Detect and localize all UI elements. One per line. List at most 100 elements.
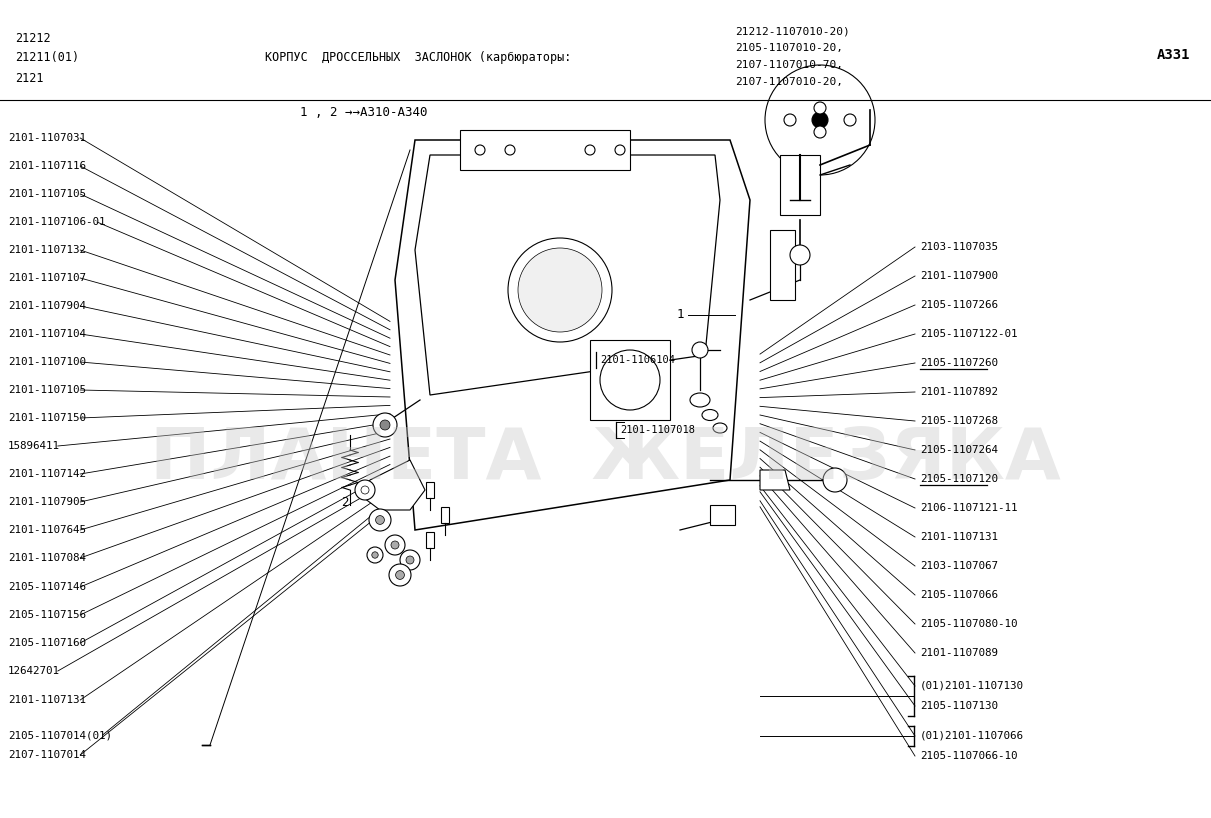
Ellipse shape xyxy=(713,423,727,433)
Circle shape xyxy=(507,238,612,342)
Circle shape xyxy=(373,413,397,437)
Text: 2101-1107105: 2101-1107105 xyxy=(8,385,86,395)
Text: 2101-1107131: 2101-1107131 xyxy=(8,695,86,705)
Circle shape xyxy=(814,102,826,114)
Text: 2101-1107100: 2101-1107100 xyxy=(8,357,86,367)
Text: 2105-1107266: 2105-1107266 xyxy=(920,300,998,310)
Text: 2101-1107645: 2101-1107645 xyxy=(8,525,86,535)
Text: 2101-1107116: 2101-1107116 xyxy=(8,161,86,171)
Text: 21212-1107010-20): 21212-1107010-20) xyxy=(735,26,850,36)
Circle shape xyxy=(396,571,404,579)
Circle shape xyxy=(367,547,383,563)
Text: 2103-1107067: 2103-1107067 xyxy=(920,561,998,571)
Text: 2101-1107106-01: 2101-1107106-01 xyxy=(8,217,105,227)
Text: A331: A331 xyxy=(1157,48,1190,62)
Circle shape xyxy=(400,550,420,570)
Circle shape xyxy=(615,145,625,155)
Polygon shape xyxy=(395,140,750,530)
Text: 2105-1107268: 2105-1107268 xyxy=(920,416,998,426)
Text: (01)2101-1107066: (01)2101-1107066 xyxy=(920,731,1025,741)
Circle shape xyxy=(375,515,384,524)
Circle shape xyxy=(599,350,660,410)
Circle shape xyxy=(380,420,390,430)
Text: 1: 1 xyxy=(676,308,684,321)
Text: 2101-1107089: 2101-1107089 xyxy=(920,648,998,658)
Text: 2101-1107018: 2101-1107018 xyxy=(620,425,695,435)
Text: 2105-1107120: 2105-1107120 xyxy=(920,474,998,484)
Ellipse shape xyxy=(690,393,710,407)
Circle shape xyxy=(784,114,796,126)
Bar xyxy=(426,532,434,548)
Text: 2107-1107010-20,: 2107-1107010-20, xyxy=(735,77,843,87)
Circle shape xyxy=(406,556,414,564)
Bar xyxy=(780,155,820,215)
Ellipse shape xyxy=(702,410,718,420)
Text: 21212: 21212 xyxy=(15,32,51,44)
Text: 2101-1107131: 2101-1107131 xyxy=(920,532,998,542)
Circle shape xyxy=(518,248,602,332)
Text: 2101-1107104: 2101-1107104 xyxy=(8,329,86,339)
Text: 2107-1107014: 2107-1107014 xyxy=(8,750,86,760)
Circle shape xyxy=(389,564,411,586)
Text: ПЛАНЕТА  ЖЕЛЕЗЯКА: ПЛАНЕТА ЖЕЛЕЗЯКА xyxy=(150,425,1061,493)
Text: 2: 2 xyxy=(342,497,349,510)
Text: 2101-1107904: 2101-1107904 xyxy=(8,301,86,311)
Text: 2101-1107142: 2101-1107142 xyxy=(8,469,86,479)
Text: 2105-1107156: 2105-1107156 xyxy=(8,610,86,620)
Text: 21211(01): 21211(01) xyxy=(15,52,79,65)
Polygon shape xyxy=(761,470,790,490)
Text: 2121: 2121 xyxy=(15,71,44,84)
Text: 2105-1107080-10: 2105-1107080-10 xyxy=(920,619,1017,629)
Circle shape xyxy=(765,65,876,175)
Bar xyxy=(770,230,794,300)
Text: (01)2101-1107130: (01)2101-1107130 xyxy=(920,681,1025,691)
Bar xyxy=(590,340,670,420)
Circle shape xyxy=(691,342,708,358)
Bar xyxy=(426,482,434,498)
Text: 2101-1107031: 2101-1107031 xyxy=(8,133,86,143)
Text: 2101-1106104: 2101-1106104 xyxy=(599,355,675,365)
Circle shape xyxy=(369,509,391,531)
Bar xyxy=(441,507,449,523)
Text: 1 , 2 →→A310-A340: 1 , 2 →→A310-A340 xyxy=(300,106,427,119)
Bar xyxy=(710,505,735,525)
Text: 2105-1107160: 2105-1107160 xyxy=(8,638,86,648)
Polygon shape xyxy=(415,155,721,395)
Text: 2105-1107014(01): 2105-1107014(01) xyxy=(8,730,111,740)
Circle shape xyxy=(355,480,375,500)
Circle shape xyxy=(475,145,484,155)
Text: 2101-1107107: 2101-1107107 xyxy=(8,273,86,283)
Text: 2107-1107010-70,: 2107-1107010-70, xyxy=(735,60,843,70)
Text: КОРПУС  ДРОССЕЛЬНЫХ  ЗАСЛОНОК (карбюраторы:: КОРПУС ДРОССЕЛЬНЫХ ЗАСЛОНОК (карбюраторы… xyxy=(265,52,572,65)
Text: 2105-1107122-01: 2105-1107122-01 xyxy=(920,329,1017,339)
Text: 2106-1107121-11: 2106-1107121-11 xyxy=(920,503,1017,513)
Text: 2105-1107066-10: 2105-1107066-10 xyxy=(920,751,1017,761)
Circle shape xyxy=(391,541,398,549)
Circle shape xyxy=(790,245,810,265)
Circle shape xyxy=(844,114,856,126)
Text: 2101-1107105: 2101-1107105 xyxy=(8,189,86,199)
Text: 2105-1107146: 2105-1107146 xyxy=(8,582,86,592)
Polygon shape xyxy=(360,460,425,510)
Text: 2101-1107150: 2101-1107150 xyxy=(8,413,86,423)
Text: 2103-1107035: 2103-1107035 xyxy=(920,242,998,252)
Circle shape xyxy=(823,468,846,492)
Text: 2101-1107132: 2101-1107132 xyxy=(8,245,86,255)
Text: 2105-1107010-20,: 2105-1107010-20, xyxy=(735,43,843,53)
Circle shape xyxy=(505,145,515,155)
Text: 12642701: 12642701 xyxy=(8,666,61,676)
Circle shape xyxy=(385,535,404,555)
Text: 2105-1107130: 2105-1107130 xyxy=(920,701,998,711)
Circle shape xyxy=(814,126,826,138)
Circle shape xyxy=(361,486,369,494)
Circle shape xyxy=(813,112,828,128)
Text: 2101-1107900: 2101-1107900 xyxy=(920,271,998,281)
Bar xyxy=(460,130,630,170)
Text: 2105-1107260: 2105-1107260 xyxy=(920,358,998,368)
Text: 2101-1107084: 2101-1107084 xyxy=(8,553,86,563)
Text: 2105-1107264: 2105-1107264 xyxy=(920,445,998,455)
Text: 2105-1107066: 2105-1107066 xyxy=(920,590,998,600)
Text: 15896411: 15896411 xyxy=(8,441,61,451)
Circle shape xyxy=(372,552,378,558)
Circle shape xyxy=(585,145,595,155)
